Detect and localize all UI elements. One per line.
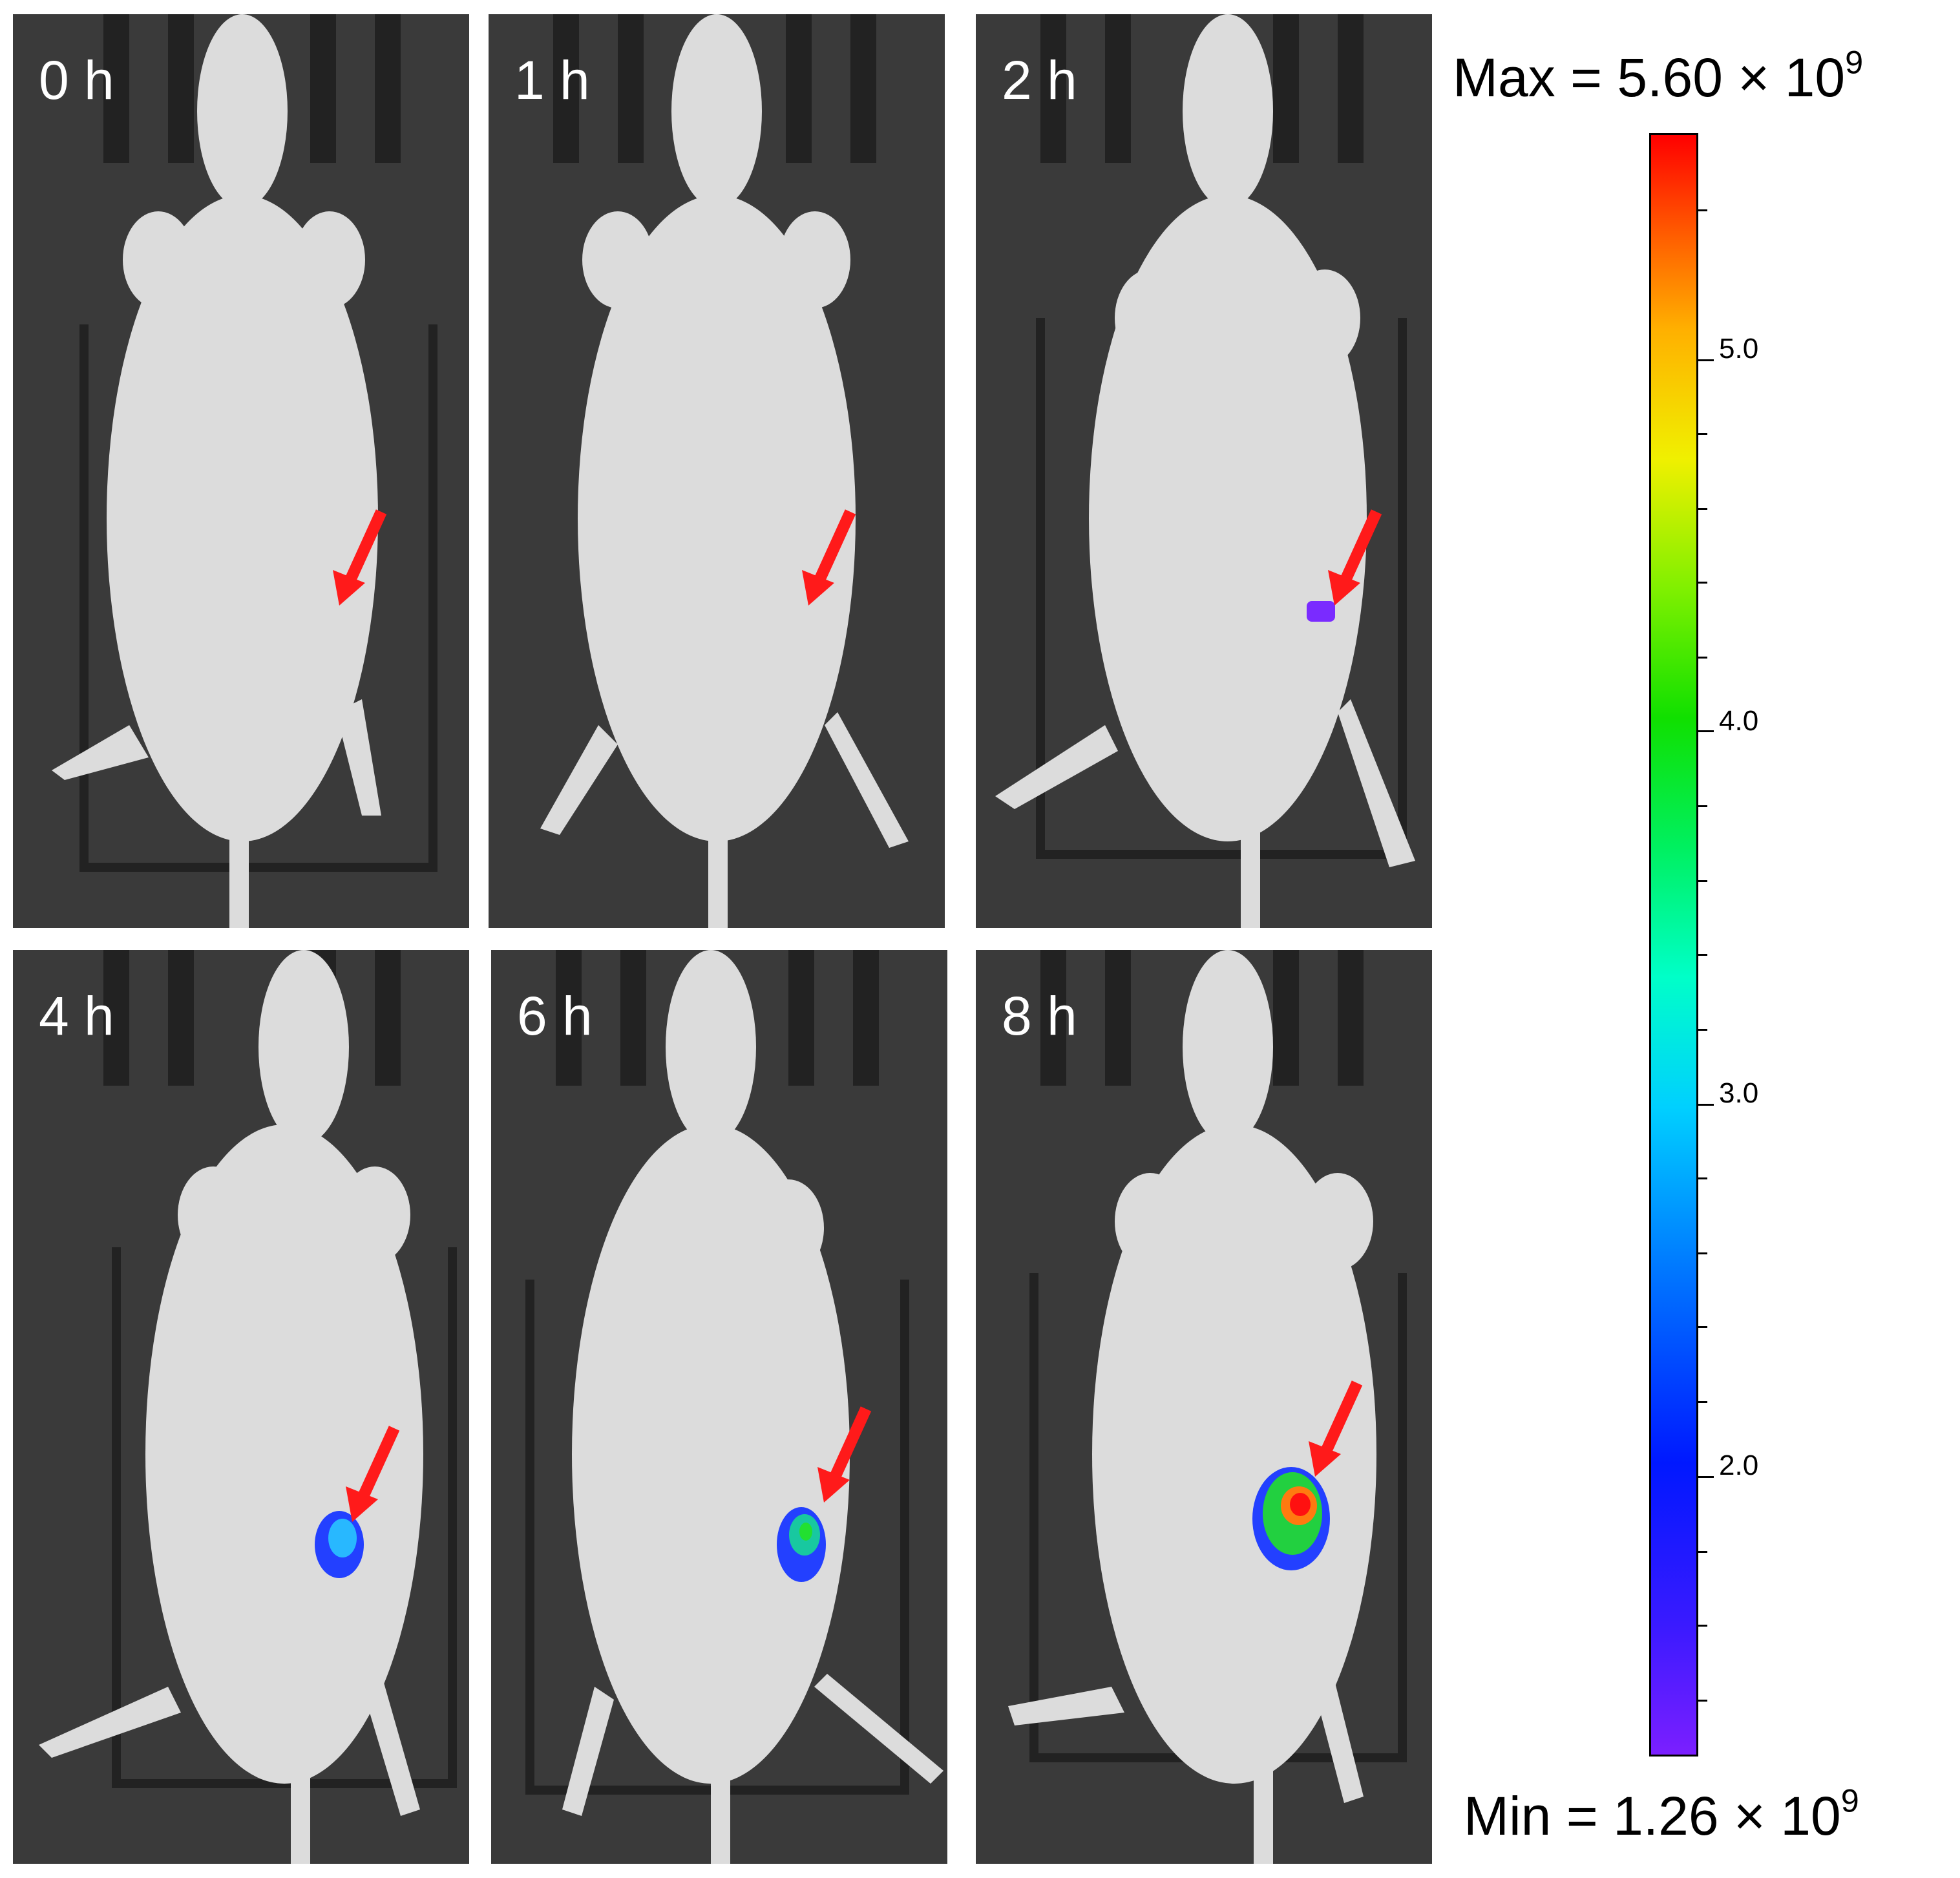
arrow-icon [333,509,387,606]
time-label: 2 h [1002,50,1077,111]
arrow-icon [1309,1380,1363,1477]
tick [1698,209,1707,211]
arrow-icon [817,1406,872,1503]
arrow-icon [802,509,856,606]
mouse-image-6h [491,950,947,1864]
tick [1698,880,1707,882]
time-label: 4 h [39,986,114,1046]
color-scale-bar [1649,133,1698,1757]
panel-2h: 2 h [976,14,1432,928]
mouse-image-1h [489,14,945,928]
tick [1698,582,1707,584]
tick-label: 5.0 [1719,333,1759,364]
tick [1698,359,1714,361]
tick [1698,1625,1707,1627]
mouse-image-2h [976,14,1432,928]
tick [1698,1029,1707,1031]
tick [1698,508,1707,510]
panel-4h: 4 h [13,950,469,1864]
tick [1698,1700,1707,1702]
tick [1698,1104,1714,1106]
tick [1698,954,1707,956]
time-label: 6 h [517,986,593,1046]
panel-8h: 8 h [976,950,1432,1864]
tick [1698,1551,1707,1553]
mouse-image-0h [13,14,469,928]
tick [1698,730,1714,732]
panel-0h: 0 h [13,14,469,928]
tick [1698,1252,1707,1254]
tick [1698,1476,1714,1478]
panel-1h: 1 h [489,14,945,928]
tick [1698,1326,1707,1328]
arrow-icon [1328,509,1382,606]
scale-min-label: Min = 1.26 × 109 [1464,1782,1859,1846]
tick [1698,1177,1707,1179]
arrow-icon [346,1426,400,1522]
mouse-image-8h [976,950,1432,1864]
tick [1698,433,1707,435]
tick [1698,657,1707,659]
tick [1698,805,1707,807]
panel-6h: 6 h [491,950,947,1864]
mouse-image-4h [13,950,469,1864]
tick-label: 3.0 [1719,1077,1759,1109]
scale-max-label: Max = 5.60 × 109 [1453,43,1864,108]
time-label: 1 h [514,50,590,111]
tick [1698,1401,1707,1403]
tick-label: 4.0 [1719,705,1759,737]
time-label: 8 h [1002,986,1077,1046]
time-label: 0 h [39,50,114,111]
tick-label: 2.0 [1719,1450,1759,1481]
